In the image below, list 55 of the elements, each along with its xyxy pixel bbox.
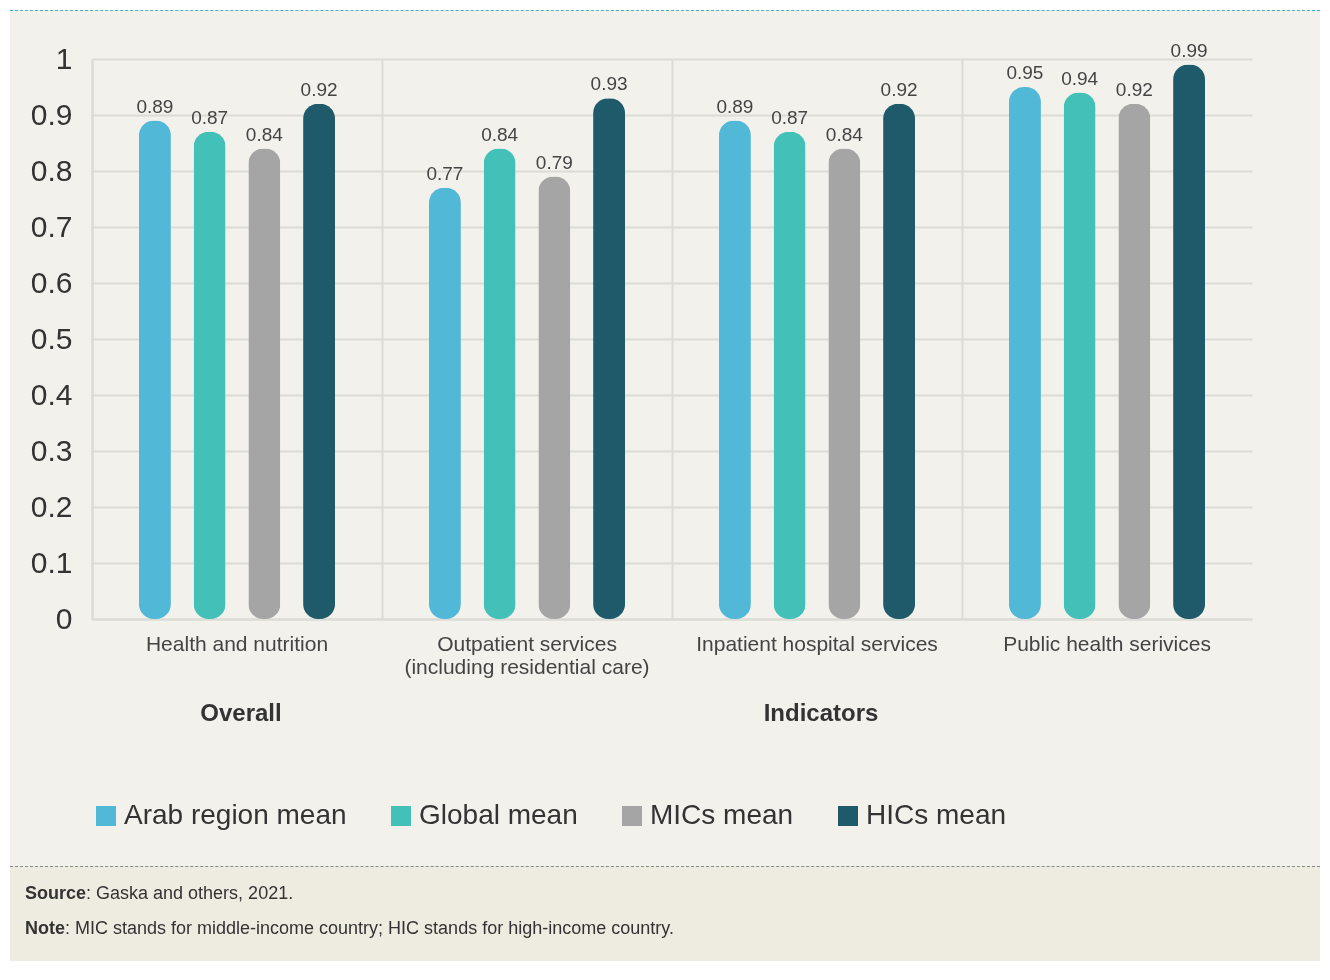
bar [138,120,171,619]
data-label: 0.87 [771,106,809,128]
bar [483,148,516,619]
data-label: 0.94 [1061,67,1099,89]
y-tick-label: 0 [55,601,73,635]
data-label: 0.77 [426,162,464,184]
bar [828,148,861,619]
data-label: 0.79 [535,151,573,173]
bar [718,120,751,619]
data-label: 0.84 [245,123,284,145]
bar [303,103,336,619]
text: Indicators [762,699,880,727]
bar [1008,87,1041,619]
legend-label: Arab region mean [124,799,347,830]
y-tick-label: 0.1 [30,545,73,579]
data-label: 0.87 [191,106,229,128]
bar [538,176,571,619]
y-tick-label: 0.5 [30,321,73,355]
bar [428,187,461,619]
data-label: 0.84 [825,123,864,145]
bar [1063,92,1096,619]
y-tick-label: 0.2 [30,489,73,523]
bar [773,131,806,619]
y-tick-label: 0.9 [30,97,73,131]
data-label: 0.93 [590,73,628,95]
text: Note: MIC stands for middle-income country; HIC stands for high-income country. [25,918,675,939]
data-label: 0.99 [1170,39,1208,61]
bar [1173,64,1206,619]
x-tick-label: Health and nutrition [145,631,329,655]
data-label: 0.92 [300,78,338,100]
legend-label: HICs mean [866,799,1007,830]
bar [593,98,626,619]
data-label: 0.84 [481,123,519,145]
y-tick-label: 0.7 [30,209,73,243]
y-tick-label: 0.3 [30,433,73,467]
x-tick-label: Outpatient services (including residential care) [404,631,650,678]
x-tick-label: Inpatient hospital services [696,631,938,655]
data-label: 0.92 [1115,78,1153,100]
y-tick-label: 0.6 [30,265,73,299]
data-label: 0.89 [136,95,174,117]
data-label: 0.92 [880,78,918,100]
y-tick-label: 0.4 [30,377,73,411]
x-tick-label: Public health serivices [1003,631,1211,655]
y-tick-label: 0.8 [30,153,73,187]
legend-label: MICs mean [650,799,794,830]
data-label: 0.95 [1006,62,1044,83]
bar [193,131,226,619]
bar [248,148,281,619]
source-note: Source: Gaska and others, 2021. [25,883,295,904]
text: Overall [199,699,283,727]
bar [883,103,916,619]
legend-label: Global mean [419,799,578,830]
y-tick-label: 1 [55,41,73,75]
data-label: 0.89 [716,95,754,117]
bar [1118,103,1151,619]
